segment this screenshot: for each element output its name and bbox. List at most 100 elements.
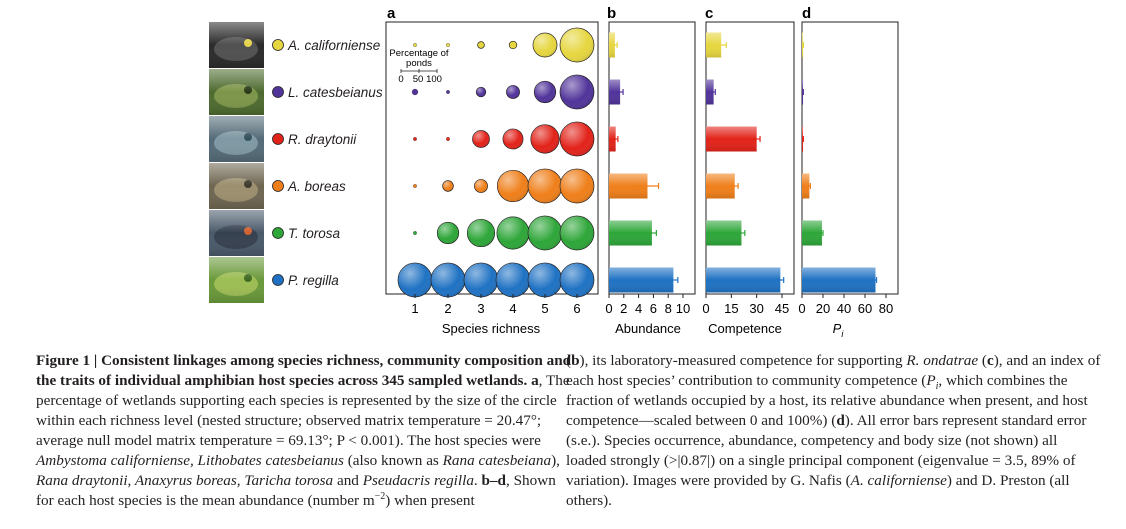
- caption-pi-subscript: i: [935, 381, 939, 393]
- panel-b-x-label: Abundance: [615, 321, 681, 336]
- x-tick-label: 6: [650, 301, 657, 316]
- caption-text: ). All error bars represent standard err…: [566, 412, 1087, 489]
- bubble-highlight: [497, 170, 529, 202]
- richness-bubble: [446, 43, 450, 47]
- caption-text: , The percentage of wetlands supporting …: [36, 372, 570, 449]
- species-label: A. boreas: [287, 179, 346, 194]
- species-legend-dot: [272, 274, 284, 286]
- bar-sheen: [706, 267, 781, 293]
- bubble-highlight: [528, 216, 562, 250]
- caption-left-paragraph: Figure 1 | Consistent linkages among spe…: [36, 351, 576, 511]
- panel-d-pi: 0 20 40 60 80: [798, 21, 899, 316]
- x-tick-label: 2: [620, 301, 627, 316]
- bar-panel-frame: [608, 21, 696, 295]
- richness-bubble: [446, 90, 450, 94]
- x-tick-label: 10: [676, 301, 690, 316]
- species-photo: [209, 69, 264, 115]
- panel-a-x-label: Species richness: [442, 321, 541, 336]
- bar-sheen: [609, 220, 652, 246]
- bubble-highlight: [560, 75, 594, 109]
- panel-a-frame: [385, 21, 599, 295]
- richness-bubble: [477, 41, 485, 49]
- richness-bubble: [413, 231, 417, 235]
- bar-sheen: [706, 126, 757, 152]
- caption-panel-bd-ref: b–d: [481, 472, 507, 489]
- caption-text: ),: [551, 452, 560, 469]
- pi-letter: P: [833, 321, 842, 336]
- bubble-highlight: [467, 219, 495, 247]
- bubble-highlight: [506, 85, 520, 99]
- caption-text: .: [473, 472, 482, 489]
- bar-sheen: [609, 32, 615, 58]
- bubble-highlight: [528, 263, 562, 297]
- photo-sheen: [209, 210, 264, 256]
- bubble-highlight: [442, 180, 454, 192]
- caption-superscript: −2: [374, 490, 386, 502]
- bar-sheen: [802, 126, 804, 152]
- caption-species: Ambystoma californiense, Lithobates cate…: [36, 452, 344, 469]
- caption-text: and: [333, 472, 363, 489]
- x-tick-label: 5: [541, 301, 548, 316]
- bar-sheen: [802, 173, 810, 199]
- bubble-highlight: [528, 169, 562, 203]
- caption-text: (also known as: [343, 452, 443, 469]
- caption-species: R. ondatrae: [906, 352, 979, 369]
- bubble-highlight: [464, 263, 498, 297]
- bubble-highlight: [398, 263, 432, 297]
- richness-bubble: [413, 184, 417, 188]
- species-label: A. californiense: [287, 38, 380, 53]
- caption-left-column: Figure 1 | Consistent linkages among spe…: [36, 351, 576, 511]
- x-tick-label: 0: [605, 301, 612, 316]
- species-label: T. torosa: [288, 226, 341, 241]
- x-tick-label: 20: [816, 301, 830, 316]
- caption-text: , Shown for each host species is the mea…: [36, 472, 556, 509]
- panel-label-b: b: [607, 5, 616, 22]
- x-tick-label: 60: [858, 301, 872, 316]
- species-photo: [209, 163, 264, 209]
- bar-sheen: [609, 267, 674, 293]
- x-tick-label: 45: [775, 301, 789, 316]
- legend-tick-label: 50: [413, 74, 424, 85]
- species-label: L. catesbeianus: [288, 85, 383, 100]
- caption-species: Rana catesbeiana: [442, 452, 552, 469]
- bar-sheen: [706, 32, 722, 58]
- caption-text: ), its laboratory-measured competence fo…: [579, 352, 907, 369]
- caption-right-column: (b), its laboratory-measured competence …: [566, 351, 1101, 511]
- bar-sheen: [706, 220, 742, 246]
- bubble-highlight: [437, 222, 459, 244]
- legend-tick-label: 100: [426, 74, 442, 85]
- species-label: P. regilla: [288, 273, 339, 288]
- species-labels: A. californiense L. catesbeianus R. drayto…: [272, 38, 383, 288]
- x-tick-label: 40: [837, 301, 851, 316]
- species-photo: [209, 22, 264, 68]
- bubble-highlight: [472, 130, 490, 148]
- species-photo: [209, 116, 264, 162]
- bar-panel-frame: [801, 21, 899, 295]
- bubble-highlight: [560, 216, 594, 250]
- richness-bubbles: [397, 27, 595, 298]
- panel-label-d: d: [802, 5, 811, 22]
- bubble-highlight: [476, 87, 486, 97]
- bubble-highlight: [560, 122, 594, 156]
- richness-bubble: [446, 137, 450, 141]
- bubble-highlight: [496, 216, 530, 250]
- bar-sheen: [802, 79, 804, 105]
- photo-sheen: [209, 257, 264, 303]
- bubble-highlight: [532, 32, 558, 58]
- caption-text: ) when present: [385, 492, 475, 509]
- bubble-highlight: [502, 128, 524, 150]
- richness-bubble: [411, 88, 419, 96]
- legend-tick-label: 0: [398, 74, 403, 85]
- pi-subscript: i: [841, 329, 844, 339]
- panel-label-c: c: [705, 5, 713, 22]
- caption-panel-a-ref: a: [531, 372, 539, 389]
- bubble-highlight: [560, 28, 594, 62]
- figure-title: Consistent linkages among species richne…: [36, 352, 572, 389]
- x-tick-label: 8: [665, 301, 672, 316]
- figure-label: Figure 1 |: [36, 352, 102, 369]
- panel-c-competence: 0 15 30 45: [702, 21, 795, 316]
- photo-sheen: [209, 116, 264, 162]
- richness-bubble: [413, 43, 417, 47]
- species-legend-dot: [272, 133, 284, 145]
- caption-species: Pseudacris regilla: [362, 472, 474, 489]
